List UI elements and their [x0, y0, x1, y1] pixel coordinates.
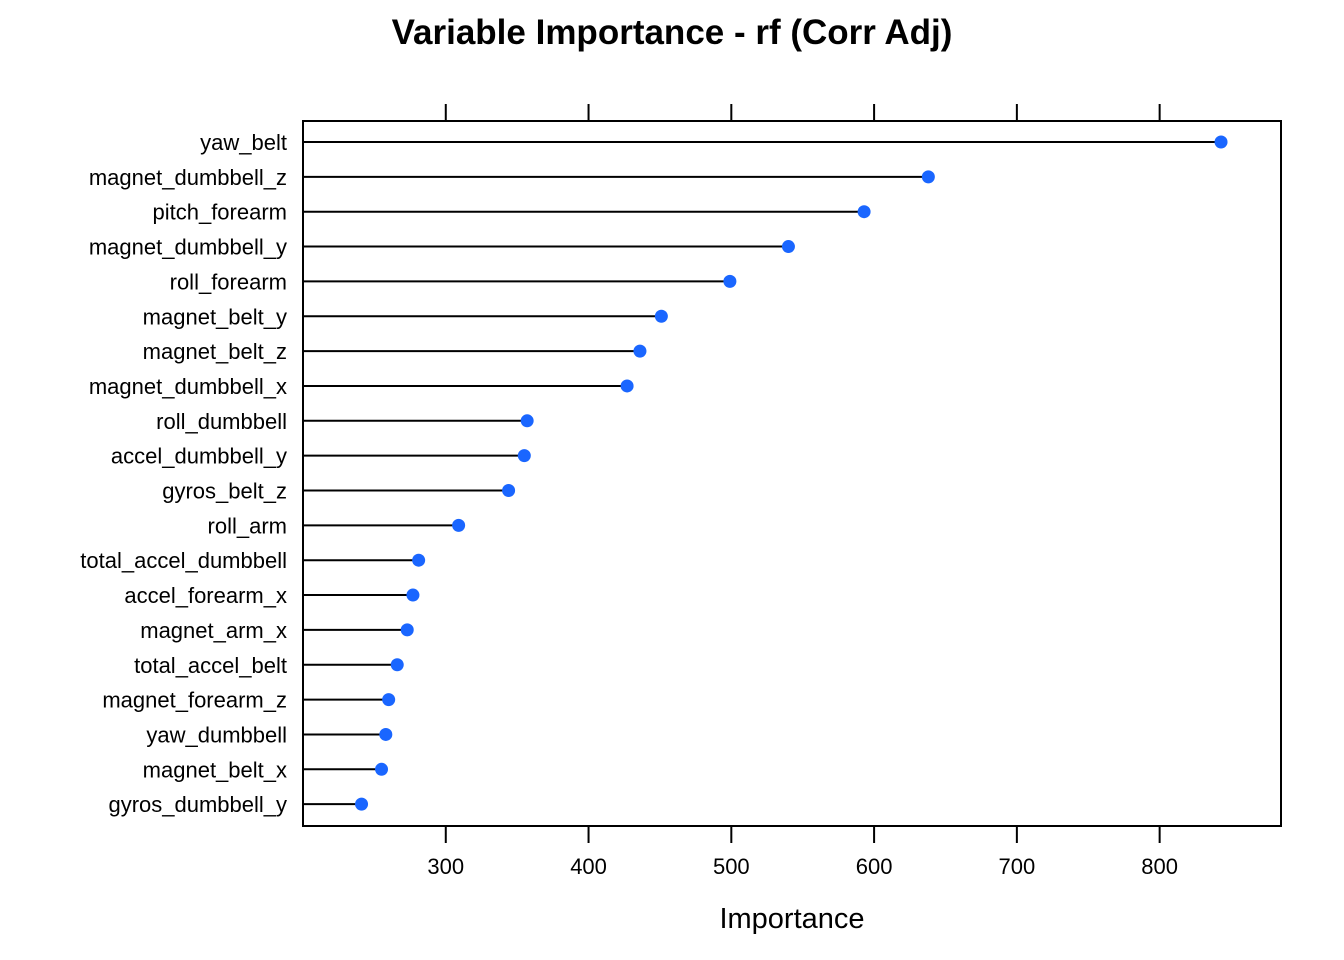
category-label-yaw_dumbbell: yaw_dumbbell	[146, 722, 287, 747]
point-roll_dumbbell	[520, 414, 534, 428]
point-total_accel_belt	[390, 658, 404, 672]
point-pitch_forearm	[857, 205, 871, 219]
x-tick-label-5: 800	[1141, 854, 1178, 879]
x-tick-label-3: 600	[856, 854, 893, 879]
category-label-roll_forearm: roll_forearm	[170, 269, 287, 294]
point-roll_arm	[452, 518, 466, 532]
category-label-magnet_dumbbell_z: magnet_dumbbell_z	[89, 165, 287, 190]
category-label-magnet_belt_y: magnet_belt_y	[143, 304, 287, 329]
x-tick-label-1: 400	[570, 854, 607, 879]
x-tick-label-2: 500	[713, 854, 750, 879]
dot-stems	[303, 141, 1222, 806]
category-label-magnet_dumbbell_x: magnet_dumbbell_x	[89, 374, 287, 399]
category-label-roll_dumbbell: roll_dumbbell	[156, 409, 287, 434]
point-yaw_dumbbell	[379, 727, 393, 741]
point-magnet_dumbbell_z	[921, 170, 935, 184]
plot-frame	[302, 120, 1282, 827]
category-label-magnet_arm_x: magnet_arm_x	[140, 618, 287, 643]
point-magnet_dumbbell_y	[781, 240, 795, 254]
point-total_accel_dumbbell	[412, 553, 426, 567]
point-accel_dumbbell_y	[517, 449, 531, 463]
category-label-pitch_forearm: pitch_forearm	[152, 200, 287, 225]
category-label-magnet_belt_x: magnet_belt_x	[143, 757, 287, 782]
category-label-total_accel_belt: total_accel_belt	[134, 653, 287, 678]
dot-points	[355, 135, 1228, 811]
x-axis-label: Importance	[719, 903, 864, 935]
category-label-yaw_belt: yaw_belt	[200, 130, 287, 155]
point-gyros_belt_z	[502, 484, 516, 497]
category-labels: yaw_belt magnet_dumbbell_z pitch_forearmma…	[80, 130, 287, 817]
category-label-magnet_forearm_z: magnet_forearm_z	[102, 688, 287, 713]
point-gyros_dumbbell_y	[355, 797, 369, 811]
chart-title: Variable Importance - rf (Corr Adj)	[392, 13, 953, 52]
category-label-total_accel_dumbbell: total_accel_dumbbell	[80, 548, 287, 573]
point-magnet_belt_x	[375, 762, 389, 776]
point-magnet_belt_z	[633, 344, 647, 358]
point-magnet_arm_x	[400, 623, 414, 637]
point-accel_forearm_x	[406, 588, 420, 602]
category-label-accel_forearm_x: accel_forearm_x	[124, 583, 287, 608]
point-yaw_belt	[1214, 135, 1228, 149]
category-label-gyros_dumbbell_y: gyros_dumbbell_y	[108, 792, 287, 817]
point-roll_forearm	[723, 274, 737, 288]
category-label-gyros_belt_z: gyros_belt_z	[162, 479, 287, 504]
point-magnet_forearm_z	[382, 693, 396, 707]
category-label-magnet_belt_z: magnet_belt_z	[143, 339, 287, 364]
category-label-roll_arm: roll_arm	[208, 513, 287, 538]
x-tick-label-4: 700	[999, 854, 1036, 879]
x-tick-label-0: 300	[427, 854, 464, 879]
category-label-magnet_dumbbell_y: magnet_dumbbell_y	[89, 235, 287, 260]
point-magnet_belt_y	[654, 309, 668, 323]
point-magnet_dumbbell_x	[620, 379, 634, 393]
x-axis-ticks: 300 400 500 600 700 800	[427, 104, 1178, 879]
category-label-accel_dumbbell_y: accel_dumbbell_y	[111, 444, 287, 469]
